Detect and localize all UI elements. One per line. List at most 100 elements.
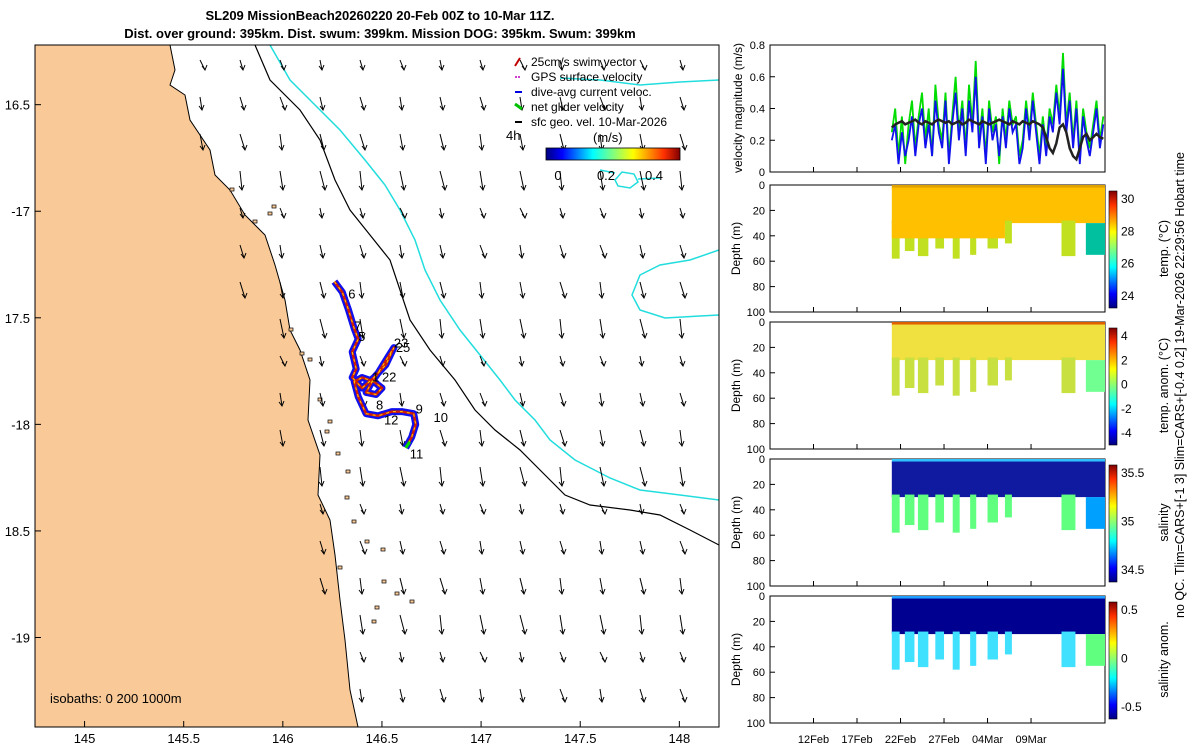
geo-velocity-arrow	[559, 688, 566, 703]
geo-velocity-arrowhead	[440, 400, 447, 408]
section-dive-column	[952, 494, 960, 533]
geo-velocity-arrowhead	[360, 508, 367, 516]
geo-velocity-arrow	[479, 688, 483, 703]
waypoint-label: 25	[396, 340, 410, 355]
geo-velocity-arrow	[519, 466, 526, 487]
geo-velocity-arrow	[439, 133, 445, 151]
geo-velocity-arrow	[439, 614, 443, 635]
section-cbar-label: salinity	[1157, 503, 1171, 542]
island	[345, 469, 351, 474]
section-dive-column	[1004, 631, 1012, 655]
geo-velocity-arrowhead	[478, 548, 485, 556]
geo-velocity-arrowhead	[599, 588, 606, 596]
geo-velocity-arrowhead	[241, 144, 248, 152]
geo-velocity-arrowhead	[439, 508, 446, 516]
reef-islands	[229, 187, 415, 624]
geo-velocity-arrow	[319, 392, 324, 407]
geo-velocity-arrow	[319, 59, 323, 71]
geo-velocity-arrow	[399, 429, 404, 447]
geo-velocity-arrowhead	[358, 292, 365, 300]
geo-velocity-arrowhead	[279, 440, 286, 448]
geo-velocity-arrowhead	[679, 212, 686, 220]
cbar-tick-1: 0.2	[597, 168, 615, 183]
island	[394, 591, 400, 596]
section-data-block	[891, 324, 1105, 361]
geo-velocity-arrow	[519, 429, 525, 447]
geo-velocity-arrowhead	[479, 332, 486, 340]
map-xtick-label: 147	[470, 731, 492, 746]
geo-velocity-arrow	[559, 577, 563, 595]
geo-velocity-arrowhead	[638, 212, 645, 220]
geo-velocity-arrow	[599, 540, 603, 555]
geo-velocity-arrow	[559, 207, 564, 219]
island	[374, 605, 380, 610]
island	[288, 327, 294, 332]
geo-velocity-arrowhead	[640, 292, 647, 300]
geo-velocity-arrowhead	[680, 508, 687, 516]
section-cbar-tick: 35.5	[1121, 466, 1145, 480]
time-axis-labels: 12Feb 17Feb 22Feb 27Feb 04Mar 09Mar	[798, 734, 1047, 746]
geo-velocity-arrowhead	[601, 656, 608, 664]
track-gps	[333, 281, 417, 449]
geo-velocity-arrowhead	[558, 332, 565, 340]
geo-velocity-arrow	[439, 651, 444, 663]
geo-velocity-arrow	[639, 540, 644, 555]
geo-velocity-arrowhead	[360, 104, 367, 112]
geo-velocity-arrow	[599, 244, 606, 259]
island	[344, 495, 350, 500]
section-dive-column	[1004, 357, 1012, 381]
geo-velocity-arrowhead	[680, 252, 687, 260]
geo-velocity-arrowhead	[601, 252, 608, 260]
island	[324, 429, 330, 434]
geo-velocity-arrowhead	[320, 292, 327, 300]
geo-velocity-arrowhead	[479, 64, 486, 72]
geo-velocity-arrow	[639, 466, 646, 487]
section-cbar-tick: 26	[1121, 257, 1135, 271]
geo-velocity-arrow	[439, 59, 443, 71]
geo-velocity-arrow	[599, 466, 605, 487]
geo-velocity-arrowhead	[681, 696, 688, 704]
geo-velocity-arrow	[319, 170, 326, 191]
geo-velocity-arrowhead	[639, 400, 646, 408]
geo-velocity-arrowhead	[559, 104, 566, 112]
geo-velocity-arrowhead	[400, 184, 407, 192]
geo-velocity-arrowhead	[559, 508, 566, 516]
geo-velocity-arrowhead	[680, 656, 687, 664]
geo-velocity-arrow	[479, 281, 483, 299]
geo-velocity-arrowhead	[398, 400, 405, 408]
figure-title-line2: Dist. over ground: 395km. Dist. swum: 39…	[124, 26, 636, 41]
section-dive-column	[1061, 357, 1076, 394]
geo-velocity-arrow	[519, 392, 524, 407]
geo-velocity-arrowhead	[638, 360, 645, 368]
geo-velocity-arrow	[319, 207, 323, 219]
section-cbar-label: salinity anom.	[1157, 621, 1171, 697]
svg-text:dive-avg current veloc.: dive-avg current veloc.	[531, 85, 652, 99]
geo-velocity-arrowhead	[360, 252, 367, 260]
geo-velocity-arrowhead	[438, 332, 445, 340]
geo-velocity-arrowhead	[598, 696, 605, 704]
section-dive-column	[1061, 220, 1076, 257]
geo-velocity-arrow	[319, 577, 326, 595]
section-cbar-tick: 0	[1121, 652, 1128, 666]
geo-velocity-arrow	[359, 318, 364, 339]
geo-velocity-arrow	[559, 429, 566, 447]
geo-velocity-arrowhead	[641, 332, 648, 340]
section-colorbar	[1108, 190, 1118, 309]
geo-velocity-arrowhead	[201, 64, 208, 72]
geo-velocity-arrowhead	[679, 360, 686, 368]
geo-velocity-arrowhead	[521, 480, 528, 488]
geo-velocity-arrowhead	[519, 548, 526, 556]
geo-velocity-arrowhead	[318, 64, 325, 72]
geo-velocity-arrowhead	[359, 480, 366, 488]
section-dive-column	[917, 631, 929, 668]
geo-velocity-arrow	[439, 281, 445, 299]
geo-velocity-arrowhead	[598, 548, 605, 556]
geo-velocity-arrowhead	[559, 212, 566, 220]
geo-velocity-arrow	[519, 577, 525, 595]
geo-velocity-arrowhead	[439, 360, 446, 368]
geo-velocity-arrow	[279, 170, 284, 191]
section-dive-column	[987, 631, 998, 660]
geo-velocity-arrow	[439, 244, 444, 259]
section-dive-column	[891, 631, 900, 670]
geo-velocity-arrowhead	[360, 656, 367, 664]
